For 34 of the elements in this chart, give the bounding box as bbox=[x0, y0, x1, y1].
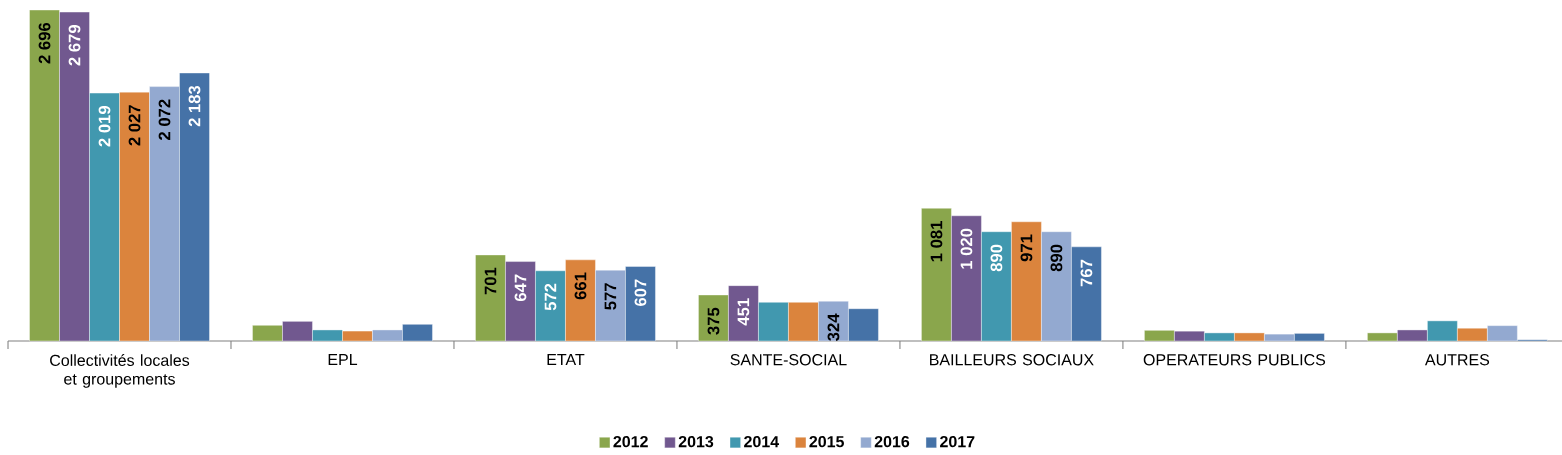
data-label: 2 183 bbox=[188, 85, 201, 127]
legend-label: 2012 bbox=[613, 435, 648, 448]
data-label: 572 bbox=[544, 283, 557, 311]
x-tick-label: SANTE-SOCIAL bbox=[730, 354, 847, 366]
data-label: 2 072 bbox=[158, 99, 171, 140]
x-tick-label: BAILLEURS SOCIAUX bbox=[930, 354, 1094, 366]
data-label: 1 020 bbox=[960, 228, 973, 269]
x-tick-label: OPERATEURS PUBLICS bbox=[1143, 354, 1326, 366]
data-label: 2 679 bbox=[68, 24, 81, 66]
data-label: 2 019 bbox=[98, 106, 111, 147]
data-label: 971 bbox=[1020, 234, 1033, 262]
data-label: 451 bbox=[737, 298, 750, 326]
legend-label: 2016 bbox=[874, 435, 910, 448]
data-label: 890 bbox=[990, 244, 1003, 272]
data-label: 647 bbox=[514, 274, 527, 302]
data-label: 890 bbox=[1050, 244, 1063, 272]
x-tick-label: EPL bbox=[328, 354, 358, 366]
data-label: 2 027 bbox=[128, 105, 141, 146]
data-label: 661 bbox=[574, 272, 587, 300]
legend-label: 2017 bbox=[940, 435, 975, 448]
x-tick-label: ETAT bbox=[547, 354, 585, 366]
legend-label: 2013 bbox=[678, 435, 714, 448]
x-tick-label: AUTRES bbox=[1424, 354, 1490, 366]
legend-label: 2014 bbox=[744, 435, 780, 448]
data-label: 1 081 bbox=[930, 221, 943, 262]
data-label: 607 bbox=[634, 279, 647, 306]
data-label: 324 bbox=[827, 313, 840, 341]
legend-label: 2015 bbox=[809, 435, 844, 448]
data-label: 701 bbox=[484, 267, 497, 295]
x-tick-label: Collectivités locales et groupements bbox=[50, 354, 190, 388]
data-label: 577 bbox=[604, 283, 617, 310]
data-label: 2 696 bbox=[38, 22, 51, 64]
data-label: 767 bbox=[1080, 259, 1093, 287]
data-label: 375 bbox=[707, 307, 720, 335]
